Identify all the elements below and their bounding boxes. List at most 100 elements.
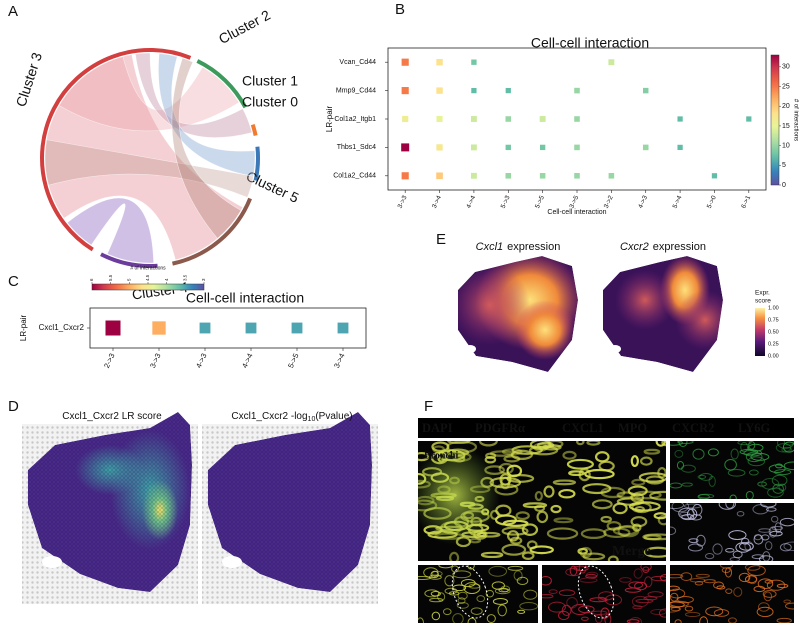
micrograph — [670, 503, 794, 561]
interaction-dot — [105, 320, 121, 336]
interaction-dot — [471, 59, 477, 65]
tissue-strand — [586, 441, 601, 446]
tissue-strand — [506, 530, 520, 542]
tissue-strand — [670, 588, 686, 599]
tissue-strand — [689, 514, 702, 521]
tissue-strand — [670, 482, 683, 489]
interaction-dot — [642, 144, 649, 151]
tissue-strand — [766, 579, 786, 591]
tissue-strand — [744, 565, 761, 571]
tissue-strand — [761, 478, 780, 490]
tissue-strand — [595, 614, 603, 623]
interaction-dot — [677, 144, 683, 151]
colorbar-tick-label: 1.00 — [768, 305, 779, 311]
overlay-label: Merge — [612, 544, 651, 559]
tissue-strand — [467, 565, 475, 570]
interaction-dot — [471, 87, 477, 94]
tissue-strand — [661, 441, 666, 447]
tissue-strand — [760, 534, 770, 541]
expression-hotspot — [615, 270, 675, 330]
x-tick-label: 3->3 — [397, 194, 409, 209]
tissue-strand — [737, 441, 752, 446]
tissue-strand — [558, 589, 576, 597]
tissue-strand — [642, 533, 666, 541]
micrograph — [670, 441, 794, 499]
tissue-strand — [604, 613, 612, 623]
channel-label: PDGFRα — [475, 421, 525, 435]
tissue-strand — [617, 524, 640, 538]
row-label: Cxcl1_Cxcr2 — [39, 323, 85, 332]
interaction-dot — [574, 87, 580, 94]
tissue-strand — [534, 504, 546, 512]
tissue-strand — [485, 589, 495, 598]
tissue-strand — [756, 606, 774, 618]
tissue-section — [603, 256, 723, 372]
tissue-strand — [699, 616, 709, 623]
tissue-strand — [501, 526, 529, 536]
channel-label: MPO — [618, 421, 647, 435]
tissue-strand — [774, 469, 792, 476]
tissue-strand — [725, 548, 735, 553]
micrograph — [542, 565, 666, 623]
tissue-strand — [626, 619, 640, 623]
map-title: Cxcl1_Cxcr2 -log10(Pvalue) — [231, 411, 352, 423]
tissue-strand — [542, 444, 562, 451]
tissue-strand — [705, 606, 724, 617]
colorbar-tick-label: 0.00 — [768, 353, 779, 359]
tissue-strand — [452, 584, 467, 592]
tissue-strand — [580, 528, 607, 540]
interaction-dot — [436, 172, 443, 180]
tissue-strand — [681, 482, 693, 487]
tissue-strand — [727, 468, 746, 477]
tissue-strand — [743, 449, 763, 457]
tissue-strand — [546, 527, 579, 540]
tissue-strand — [534, 490, 543, 502]
tissue-strand — [692, 503, 703, 516]
panel-label: D — [8, 398, 19, 415]
micrograph-background — [670, 565, 794, 623]
micrograph — [418, 565, 538, 623]
interaction-dot — [505, 116, 512, 122]
x-tick-label: 2->3 — [102, 352, 117, 370]
tissue-strand — [718, 503, 736, 510]
tissue-strand — [687, 543, 703, 552]
colorbar-label: # of interactions — [130, 265, 166, 271]
interaction-dot — [505, 87, 511, 94]
tissue-hole — [222, 556, 242, 568]
tissue-strand — [725, 503, 735, 509]
tissue-strand — [728, 617, 737, 623]
title-text: expression — [653, 241, 706, 253]
colorbar-label: score — [755, 298, 771, 305]
tissue-strand — [730, 448, 739, 460]
tissue-strand — [606, 520, 622, 531]
interaction-dot — [337, 322, 349, 334]
tissue-strand — [501, 543, 527, 556]
tissue-strand — [491, 581, 505, 590]
cluster-label: Cluster 2 — [216, 7, 273, 48]
chord-ribbon — [171, 57, 242, 239]
tissue-strand — [444, 575, 455, 587]
tissue-strand — [480, 551, 504, 559]
tissue-strand — [582, 552, 606, 561]
interaction-dot — [574, 116, 580, 122]
tissue-strand — [423, 567, 439, 578]
colorbar — [91, 283, 205, 291]
tissue-strand — [657, 467, 666, 479]
tissue-strand — [772, 483, 784, 494]
colorbar-tick-label: 10 — [782, 142, 790, 149]
x-tick-label: 4->4 — [465, 194, 477, 209]
tissue-strand — [550, 504, 562, 514]
tissue-strand — [758, 555, 774, 561]
tissue-hole — [464, 345, 476, 353]
tissue-strand — [447, 441, 471, 445]
tissue-strand — [452, 570, 472, 579]
tissue-strand — [582, 483, 612, 495]
x-tick-label: 5->5 — [286, 352, 301, 370]
tissue-strand — [670, 592, 679, 602]
gene-name: Cxcr2 — [620, 241, 649, 253]
tissue-strand — [644, 576, 653, 588]
interaction-dot — [436, 58, 443, 66]
tissue-strand — [771, 526, 784, 531]
tissue-strand — [519, 602, 538, 611]
chord-arc — [100, 252, 158, 268]
